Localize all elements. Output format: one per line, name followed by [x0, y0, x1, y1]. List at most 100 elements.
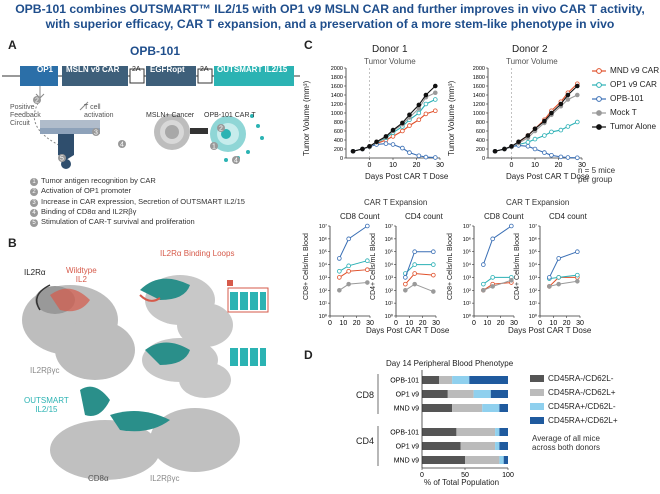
tumor-point-1 [423, 92, 429, 98]
tumor-point-2 [565, 92, 571, 98]
bar-segment [422, 376, 440, 384]
count-ytick-cd8-2: 10⁶ [463, 236, 471, 243]
tumor-point-2 [565, 155, 571, 160]
tumor-point-1 [416, 153, 422, 159]
step-1-text: Tumor antigen recognition by CAR [41, 176, 156, 185]
tumor-point-2 [532, 126, 538, 132]
tumor-ytick-1: 400 [334, 138, 343, 144]
count-point-cd8-1 [346, 281, 351, 287]
count-ytick-cd4-2: 10² [529, 288, 537, 294]
tumor-point-2 [532, 146, 538, 152]
count-point-cd4-2 [556, 256, 561, 261]
panel-a-diagram: 2 5 4 3 1 4 2 [2, 66, 300, 169]
donor-2-label: Donor 2 [512, 44, 548, 55]
step-5: 5 Stimulation of CAR-T survival and proli… [30, 217, 245, 228]
il2rbg-label: IL2Rβγc [30, 366, 60, 375]
legend-label: MND v9 CAR [610, 66, 660, 75]
tumor-point-1 [400, 145, 405, 151]
phenotype-label: CD45RA-/CD62L+ [548, 388, 616, 397]
segment-egfr-label: EGFRopt [150, 65, 185, 74]
segment-2a-1-label: 2A [132, 66, 141, 73]
cart-label: OPB-101 CAR T [204, 112, 256, 119]
count-point-cd4-2 [547, 275, 552, 280]
tumor-point-1 [423, 111, 429, 117]
phenotype-label: CD45RA-/CD62L- [548, 374, 614, 383]
legend-swatch [592, 81, 606, 88]
count-point-cd4-1 [431, 249, 436, 255]
count-ytick-cd8-1: 10⁵ [319, 249, 327, 256]
count-ytick-cd4-2: 10⁶ [529, 236, 537, 243]
tumor-point-1 [432, 155, 438, 160]
phenotype-legend-item: CD45RA+/CD62L- [530, 402, 616, 411]
tumor-point-1 [432, 90, 438, 96]
count-point-cd8-2 [509, 277, 514, 283]
count-point-cd8-2 [481, 262, 486, 267]
count-point-cd4-1 [412, 249, 417, 255]
count-ytick-cd8-1: 10² [319, 288, 327, 294]
cancer-label: MSLN+ Cancer [146, 112, 195, 119]
bar-segment [503, 456, 508, 464]
count-ytick-cd4-2: 10⁴ [529, 262, 538, 269]
tumor-point-1 [360, 146, 365, 152]
count-ytick-cd4-1: 10² [385, 288, 393, 294]
count-point-cd8-1 [337, 268, 342, 274]
step-5-text: Stimulation of CAR-T survival and prolif… [41, 217, 195, 227]
tumor-point-2 [558, 101, 564, 107]
bar-category-label: OPB-101 [390, 378, 419, 385]
bar-segment [452, 376, 470, 384]
tumor-xlabel-2: Days Post CAR T Dose [506, 172, 590, 181]
tumor-ytick-1: 1400 [331, 93, 343, 99]
panel-b-label: B [8, 236, 17, 250]
tumor-point-2 [542, 133, 547, 138]
legend-label: OPB-101 [610, 94, 644, 103]
count-xtick-cd8-1: 30 [366, 320, 374, 327]
tumor-xtick-2: 10 [531, 162, 539, 169]
count-point-cd8-1 [365, 280, 370, 285]
phenotype-swatch [530, 403, 544, 410]
bar-category-label: OPB-101 [390, 430, 419, 437]
tumor-ytick-1: 1800 [331, 75, 343, 81]
count-point-cd8-2 [490, 284, 495, 289]
bar-xtick: 50 [461, 472, 469, 479]
count-ytick-cd4-1: 10⁵ [385, 249, 393, 256]
tumor-point-2 [549, 110, 554, 116]
step-3-text: Increase in CAR expression, Secretion of… [41, 196, 245, 206]
count-point-cd8-2 [481, 281, 486, 287]
legend-swatch [592, 67, 606, 74]
tumor-ytick-1: 1600 [331, 84, 343, 90]
bar-segment [482, 404, 500, 412]
count-point-cd4-1 [403, 281, 408, 287]
tumor-point-1 [432, 108, 438, 114]
tumor-ytick-2: 800 [476, 120, 485, 126]
svg-text:1: 1 [212, 144, 216, 151]
loops-label: IL2Rα Binding Loops [160, 249, 235, 258]
phenotype-swatch [530, 417, 544, 424]
bar-segment [490, 390, 508, 398]
panel-d-title: Day 14 Peripheral Blood Phenotype [386, 359, 514, 368]
bar-category-label: OP1 v9 [396, 392, 419, 399]
tumor-point-1 [374, 139, 379, 145]
count-ytick-cd4-1: 10¹ [385, 301, 393, 307]
tumor-ytick-1: 600 [334, 129, 343, 135]
tumor-ytick-1: 0 [340, 156, 343, 162]
phenotype-legend-item: CD45RA-/CD62L+ [530, 388, 616, 397]
tumor-point-1 [416, 102, 422, 108]
count-point-cd8-1 [337, 287, 342, 293]
count-ytick-cd8-2: 10¹ [463, 301, 471, 307]
tumor-point-1 [383, 134, 389, 139]
count-ytick-cd8-2: 10² [463, 288, 471, 294]
bar-xtick: 0 [420, 472, 424, 479]
tumor-point-1 [407, 150, 412, 155]
tumor-ytick-2: 1400 [473, 93, 485, 99]
count-xtick-cd8-2: 10 [483, 320, 491, 327]
count-point-cd8-2 [490, 275, 495, 280]
step-1: 1 Tumor antigen recognition by CAR [30, 176, 245, 186]
legend-label: Tumor Alone [610, 122, 657, 131]
bar-segment [473, 390, 491, 398]
tumor-ytick-2: 200 [476, 147, 485, 153]
bar-segment [469, 376, 508, 384]
tumor-point-2 [574, 155, 580, 161]
outsmart-label: OUTSMART IL2/15 [24, 396, 69, 414]
count-ytick-cd4-2: 10³ [529, 275, 537, 281]
